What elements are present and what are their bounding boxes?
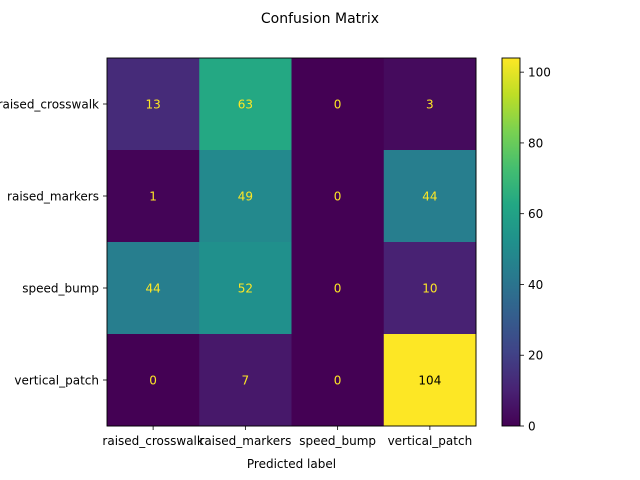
heatmap-cell xyxy=(383,242,477,335)
heatmap-cell-labels: 13 63 0 3 1 49 0 44 44 52 0 10 0 7 0 104 xyxy=(145,98,441,388)
heatmap-cell xyxy=(199,334,292,427)
colorbar-tick-label: 60 xyxy=(528,207,543,221)
x-tick-label: raised_crosswalk xyxy=(102,434,203,448)
cell-value-label: 44 xyxy=(145,282,160,296)
colorbar-tick-label: 0 xyxy=(528,420,536,434)
heatmap-cell xyxy=(291,150,385,243)
cell-value-label: 0 xyxy=(334,374,342,388)
heatmap-cell xyxy=(199,242,292,335)
cell-value-label: 7 xyxy=(242,374,250,388)
cell-value-label: 0 xyxy=(334,282,342,296)
heatmap-cell xyxy=(107,242,200,335)
cell-value-label: 3 xyxy=(426,98,434,112)
heatmap-cell xyxy=(383,58,477,151)
heatmap-cell xyxy=(291,334,385,427)
cell-value-label: 13 xyxy=(145,98,160,112)
cell-value-label: 104 xyxy=(418,374,441,388)
cell-value-label: 0 xyxy=(334,98,342,112)
cell-value-label: 52 xyxy=(238,282,253,296)
colorbar xyxy=(501,57,521,427)
x-tick-label: vertical_patch xyxy=(388,434,473,448)
colorbar-tick-label: 100 xyxy=(528,66,551,80)
plot-frame xyxy=(106,57,477,427)
heatmap-cells xyxy=(107,58,477,427)
heatmap-cell xyxy=(107,150,200,243)
colorbar-tick-label: 80 xyxy=(528,136,543,150)
heatmap-cell xyxy=(291,242,385,335)
y-tick-label: speed_bump xyxy=(22,282,99,296)
heatmap-cell xyxy=(383,334,477,427)
cell-value-label: 49 xyxy=(238,190,253,204)
y-axis-ticks: raised_crosswalk raised_markers speed_bump… xyxy=(0,98,107,388)
x-tick-label: raised_markers xyxy=(199,434,291,448)
colorbar-ticks: 0 20 40 60 80 100 xyxy=(520,66,551,434)
cell-value-label: 10 xyxy=(422,282,437,296)
y-tick-label: raised_markers xyxy=(7,190,99,204)
cell-value-label: 63 xyxy=(238,98,253,112)
cell-value-label: 0 xyxy=(149,374,157,388)
cell-value-label: 1 xyxy=(149,190,157,204)
y-tick-label: vertical_patch xyxy=(14,374,99,388)
heatmap-cell xyxy=(291,58,385,151)
x-tick-label: speed_bump xyxy=(299,434,376,448)
x-axis-label: Predicted label xyxy=(247,457,336,471)
heatmap-cell xyxy=(107,334,200,427)
colorbar-tick-label: 40 xyxy=(528,278,543,292)
y-tick-label: raised_crosswalk xyxy=(0,98,99,112)
chart-title: Confusion Matrix xyxy=(261,11,379,27)
heatmap-cell xyxy=(107,58,200,151)
heatmap-cell xyxy=(383,150,477,243)
colorbar-tick-label: 20 xyxy=(528,349,543,363)
heatmap-cell xyxy=(199,58,292,151)
heatmap-cell xyxy=(199,150,292,243)
cell-value-label: 0 xyxy=(334,190,342,204)
cell-value-label: 44 xyxy=(422,190,437,204)
